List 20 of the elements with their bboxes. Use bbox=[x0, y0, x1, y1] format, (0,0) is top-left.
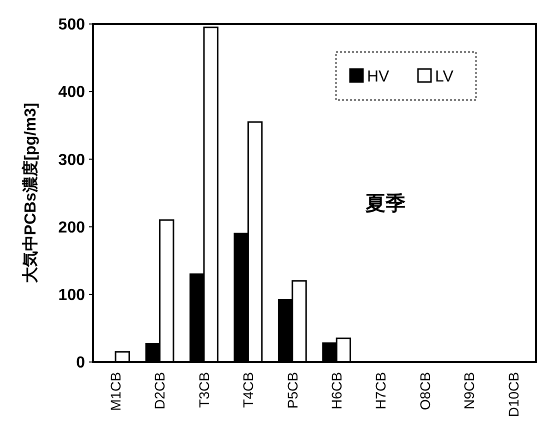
x-tick-label: D10CB bbox=[505, 372, 522, 418]
x-tick-label: H7CB bbox=[372, 372, 389, 410]
annotation: 夏季 bbox=[364, 192, 406, 215]
y-tick-label: 300 bbox=[58, 152, 86, 169]
y-tick-label: 200 bbox=[58, 219, 86, 236]
x-tick-label: O8CB bbox=[416, 372, 433, 410]
x-tick-label: H6CB bbox=[328, 372, 345, 410]
x-tick-label: D2CB bbox=[152, 372, 168, 410]
legend-label: LV bbox=[435, 68, 454, 86]
x-tick-label: T3CB bbox=[196, 372, 212, 408]
x-tick-label: P5CB bbox=[284, 372, 300, 409]
y-tick-label: 0 bbox=[76, 354, 86, 372]
y-tick-label: 500 bbox=[58, 16, 86, 34]
y-tick-label: 400 bbox=[58, 84, 86, 102]
legend-label: HV bbox=[367, 68, 390, 86]
y-tick-label: 100 bbox=[58, 287, 86, 304]
x-tick-label: M1CB bbox=[107, 372, 124, 411]
y-axis-title: 大気中PCBs濃度[pg/m3] bbox=[20, 102, 40, 284]
x-tick-label: N9CB bbox=[461, 372, 478, 410]
x-tick-label: T4CB bbox=[240, 372, 256, 408]
